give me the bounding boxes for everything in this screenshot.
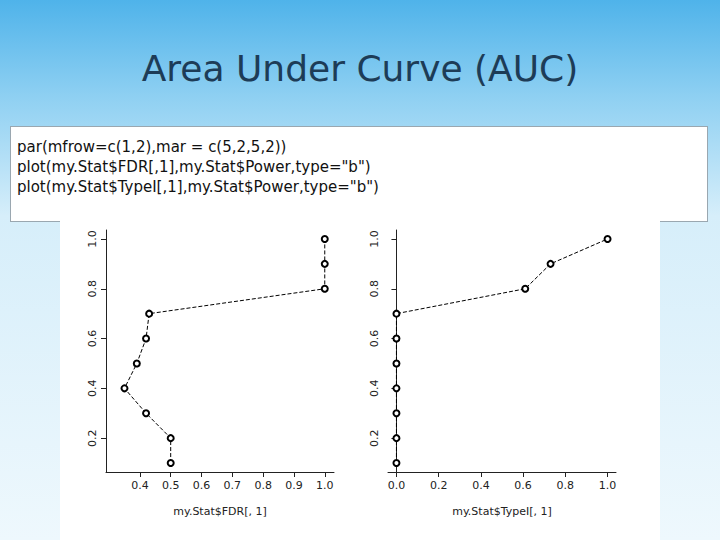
html-text:Area Under Curve (AUC): Area Under Curve (AUC) [141,48,579,89]
svg-text:1.0: 1.0 [599,479,617,492]
svg-text:0.2: 0.2 [86,429,99,447]
svg-text:0.6: 0.6 [193,479,211,492]
svg-text:0.8: 0.8 [368,280,381,298]
html-text:par(mfrow=c(1,2),mar = c(5,2,5: par(mfrow=c(1,2),mar = c(5,2,5,2)) plot(… [17,138,379,196]
svg-text:0.4: 0.4 [368,380,381,398]
svg-text:1.0: 1.0 [368,230,381,248]
svg-text:0.7: 0.7 [224,479,242,492]
svg-text:0.8: 0.8 [254,479,272,492]
svg-text:0.2: 0.2 [368,429,381,447]
svg-text:0.6: 0.6 [86,330,99,348]
svg-text:0.0: 0.0 [388,479,406,492]
svg-text:0.8: 0.8 [557,479,575,492]
svg-text:0.5: 0.5 [162,479,180,492]
svg-text:0.6: 0.6 [368,330,381,348]
svg-text:1.0: 1.0 [86,230,99,248]
svg-text:1.0: 1.0 [316,479,334,492]
svg-text:0.4: 0.4 [86,380,99,398]
svg-text:my.Stat$TypeI[, 1]: my.Stat$TypeI[, 1] [452,505,552,518]
svg-text:my.Stat$FDR[, 1]: my.Stat$FDR[, 1] [173,505,267,518]
svg-text:0.6: 0.6 [514,479,532,492]
svg-text:0.2: 0.2 [430,479,448,492]
svg-text:0.4: 0.4 [131,479,149,492]
svg-text:0.4: 0.4 [472,479,490,492]
svg-text:0.8: 0.8 [86,280,99,298]
svg-text:0.9: 0.9 [285,479,303,492]
